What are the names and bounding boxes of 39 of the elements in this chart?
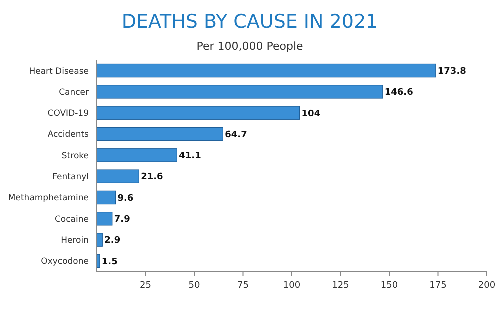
y-tick-label: Oxycodone: [41, 257, 89, 268]
x-tick-label: 150: [380, 281, 398, 291]
data-label: 104: [302, 109, 321, 120]
x-tick-label: 100: [283, 281, 301, 291]
y-tick-label: Heart Disease: [29, 66, 89, 77]
data-label: 1.5: [102, 257, 118, 268]
bar: [96, 190, 116, 205]
bar: [96, 127, 224, 142]
bar: [96, 212, 113, 226]
x-tick-label: 75: [238, 281, 249, 291]
data-label: 146.6: [384, 88, 414, 98]
bar: [96, 148, 178, 162]
x-tick-label: 25: [140, 281, 152, 291]
y-tick-label: Methamphetamine: [8, 194, 89, 204]
bar: [96, 233, 103, 247]
bar: [96, 170, 140, 184]
bar: [96, 64, 436, 78]
data-label: 21.6: [141, 172, 164, 183]
x-tick-label: 175: [430, 281, 447, 291]
x-tick-label: 200: [478, 281, 496, 291]
chart-title: DEATHS BY CAUSE IN 2021: [122, 11, 378, 33]
y-tick-label: Cocaine: [55, 214, 89, 225]
data-label: 173.8: [438, 66, 466, 77]
x-tick-label: 50: [188, 281, 200, 291]
data-label: 41.1: [179, 152, 202, 162]
y-tick-label: Cancer: [59, 88, 90, 98]
bar: [96, 106, 300, 120]
chart-subtitle: Per 100,000 People: [196, 40, 304, 53]
y-tick-label: Heroin: [61, 236, 89, 246]
y-tick-label: Accidents: [48, 130, 90, 140]
data-label: 7.9: [114, 215, 130, 226]
data-label: 2.9: [104, 236, 121, 246]
y-tick-label: Fentanyl: [52, 172, 89, 183]
y-tick-label: Stroke: [62, 151, 89, 162]
x-tick-label: 125: [332, 281, 350, 291]
data-label: 9.6: [118, 194, 134, 204]
y-tick-label: COVID-19: [48, 109, 89, 120]
data-label: 64.7: [225, 130, 248, 140]
bar: [96, 85, 384, 99]
